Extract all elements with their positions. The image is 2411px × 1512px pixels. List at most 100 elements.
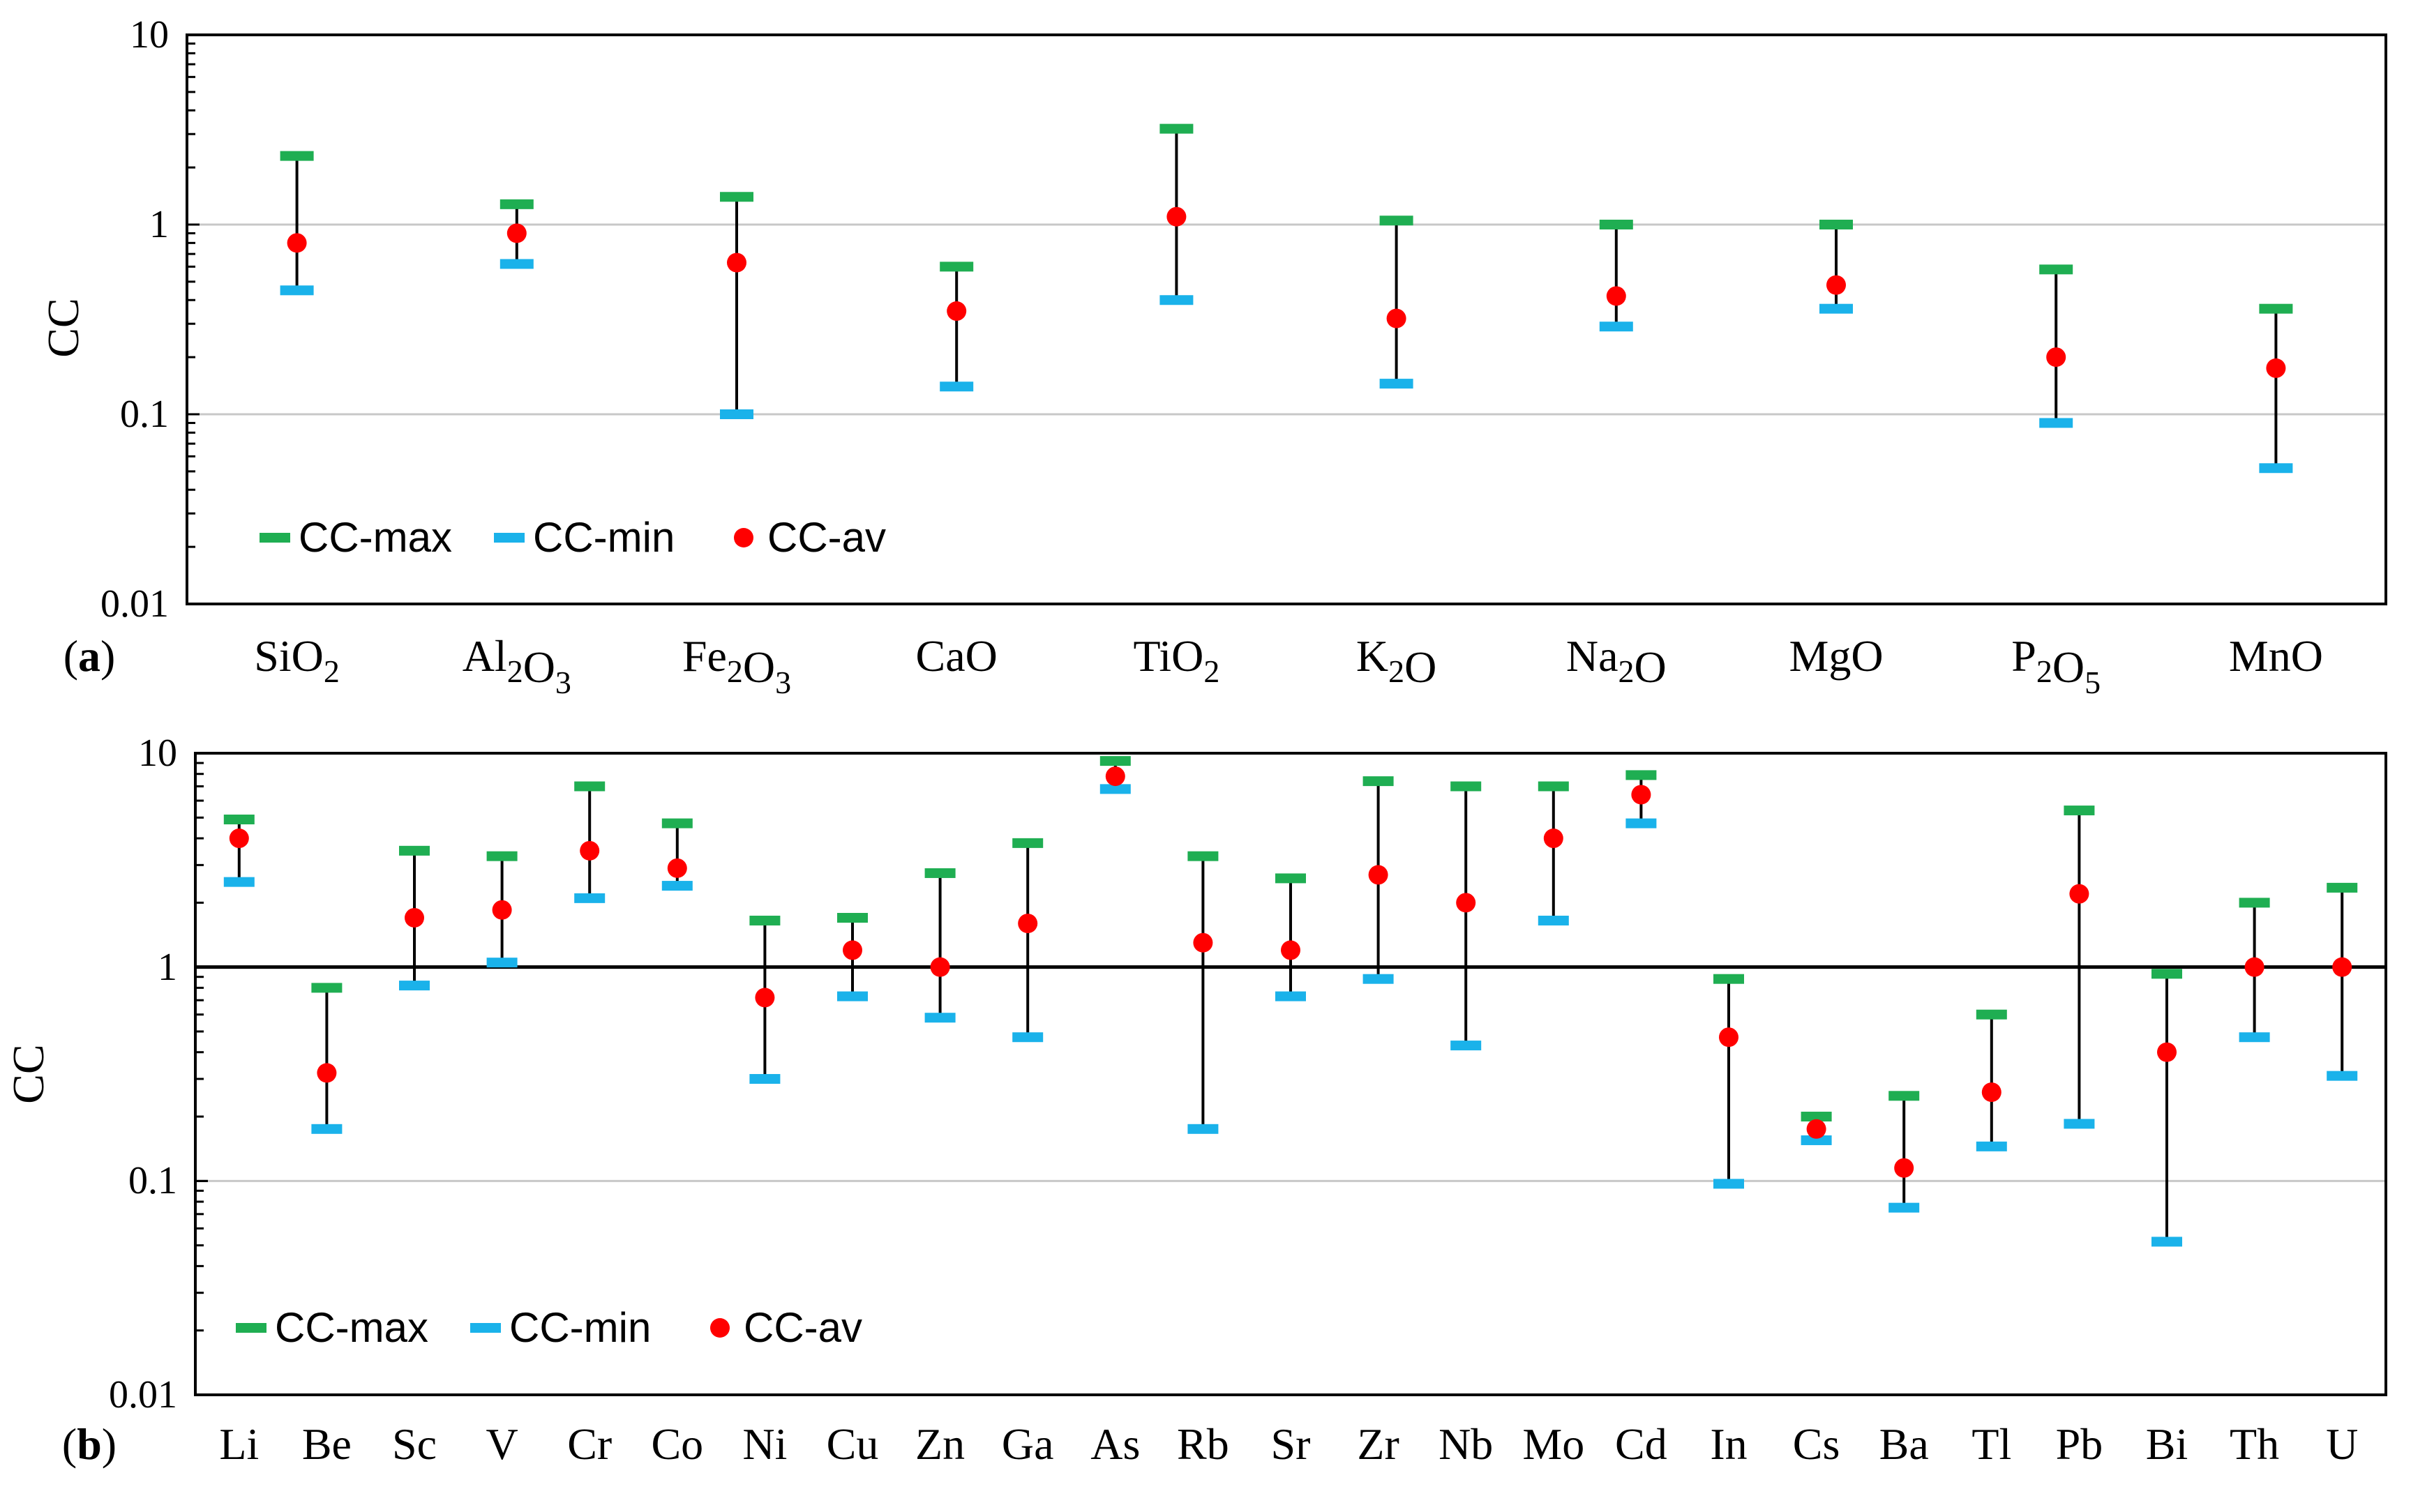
cc-max-marker xyxy=(2239,898,2270,908)
cc-av-marker xyxy=(2046,347,2066,368)
category-label: Co xyxy=(651,1419,703,1469)
category-label-part: O xyxy=(1404,642,1436,692)
cc-av-marker xyxy=(1386,308,1406,328)
cc-min-marker xyxy=(720,409,753,419)
legend-max-swatch xyxy=(236,1323,266,1333)
cc-min-marker xyxy=(1099,784,1131,794)
cc-min-marker xyxy=(1819,303,1853,314)
category-label: Pb xyxy=(2056,1419,2103,1469)
category-label-part: Ga xyxy=(1002,1419,1054,1469)
cc-min-marker xyxy=(500,259,534,269)
panel-label-open: ( xyxy=(63,631,78,681)
legend-label: CC-min xyxy=(509,1304,651,1351)
cc-min-marker xyxy=(1379,379,1413,389)
cc-av-marker xyxy=(287,233,307,253)
category-label: Ni xyxy=(742,1419,787,1469)
cc-av-marker xyxy=(1281,940,1300,960)
cc-min-marker xyxy=(661,881,693,891)
category-label-subscript: 3 xyxy=(555,665,571,700)
cc-max-marker xyxy=(1538,781,1569,792)
cc-min-marker xyxy=(1599,322,1633,332)
category-label: K2O xyxy=(1356,631,1436,692)
category-label: MnO xyxy=(2229,631,2323,681)
cc-min-marker xyxy=(2327,1071,2358,1081)
cc-min-marker xyxy=(940,381,974,392)
cc-min-marker xyxy=(924,1013,956,1023)
category-label-part: SiO xyxy=(254,631,324,681)
category-label: In xyxy=(1710,1419,1747,1469)
cc-min-marker xyxy=(1801,1135,1832,1145)
category-label-part: O xyxy=(523,642,555,692)
y-axis-title: CC xyxy=(3,1044,53,1103)
cc-max-marker xyxy=(500,199,534,209)
cc-max-marker xyxy=(940,262,974,272)
category-label-part: Cd xyxy=(1615,1419,1667,1469)
category-label: V xyxy=(486,1419,518,1469)
panel-label-close: ) xyxy=(102,1419,117,1469)
cc-av-marker xyxy=(843,940,862,960)
cc-min-marker xyxy=(1538,915,1569,925)
cc-min-marker xyxy=(1625,818,1657,829)
category-label-subscript: 3 xyxy=(775,665,791,700)
category-label: Cr xyxy=(567,1419,612,1469)
category-label-subscript: 2 xyxy=(507,653,523,689)
category-label-part: Li xyxy=(219,1419,259,1469)
cc-max-marker xyxy=(223,815,255,825)
cc-max-marker xyxy=(1275,873,1306,884)
cc-av-marker xyxy=(1018,914,1038,934)
panel-label: (b) xyxy=(62,1419,117,1469)
category-label-part: Na xyxy=(1566,631,1618,681)
category-label-subscript: 2 xyxy=(324,653,340,689)
cc-min-marker xyxy=(2259,463,2293,474)
cc-min-marker xyxy=(1888,1202,1920,1213)
category-label-part: Ni xyxy=(742,1419,787,1469)
cc-av-marker xyxy=(2069,884,2089,904)
cc-max-marker xyxy=(2259,303,2293,314)
cc-max-marker xyxy=(1976,1009,2007,1020)
cc-min-marker xyxy=(1159,295,1194,305)
category-label: Be xyxy=(302,1419,352,1469)
cc-av-marker xyxy=(1193,932,1213,953)
category-label-part: Tl xyxy=(1971,1419,2011,1469)
category-label: Zr xyxy=(1357,1419,1399,1469)
cc-max-marker xyxy=(1379,216,1413,226)
y-tick-label: 1 xyxy=(158,946,177,989)
category-label: Sr xyxy=(1271,1419,1311,1469)
category-label-part: P xyxy=(2011,631,2036,681)
category-label-part: U xyxy=(2326,1419,2358,1469)
y-tick-label: 0.01 xyxy=(100,582,169,626)
cc-av-marker xyxy=(727,252,746,273)
plot-frame xyxy=(186,33,2387,605)
cc-max-marker xyxy=(574,781,606,792)
category-label-part: Fe xyxy=(682,631,727,681)
category-label: Cd xyxy=(1615,1419,1667,1469)
category-label: Rb xyxy=(1177,1419,1229,1469)
category-label-subscript: 2 xyxy=(727,653,743,689)
cc-min-marker xyxy=(2039,418,2073,428)
cc-max-marker xyxy=(311,983,343,993)
cc-min-marker xyxy=(399,981,430,991)
category-label-part: As xyxy=(1090,1419,1140,1469)
category-label: Tl xyxy=(1971,1419,2011,1469)
category-label: Th xyxy=(2230,1419,2279,1469)
category-label: Ba xyxy=(1879,1419,1929,1469)
legend-label: CC-av xyxy=(767,514,886,561)
cc-min-marker xyxy=(2239,1032,2270,1043)
cc-min-marker xyxy=(1275,991,1306,1001)
category-label: Nb xyxy=(1439,1419,1493,1469)
cc-max-marker xyxy=(1801,1112,1832,1122)
cc-min-marker xyxy=(311,1124,343,1134)
cc-max-marker xyxy=(720,192,753,202)
category-label-part: Cs xyxy=(1793,1419,1840,1469)
panel-b: 10 1 0.1 0.01 CC (b) Li Be Sc V Cr Co Ni Cu Zn Ga As Rb Sr… xyxy=(3,732,2387,1469)
cc-max-marker xyxy=(2151,969,2182,979)
category-label: Cs xyxy=(1793,1419,1840,1469)
cc-av-marker xyxy=(1894,1158,1914,1178)
category-label-part: Zr xyxy=(1357,1419,1399,1469)
cc-max-marker xyxy=(2327,882,2358,893)
cc-av-marker xyxy=(1606,286,1626,306)
cc-av-marker xyxy=(317,1063,337,1083)
cc-max-marker xyxy=(2039,264,2073,275)
cc-av-marker xyxy=(2266,358,2286,378)
